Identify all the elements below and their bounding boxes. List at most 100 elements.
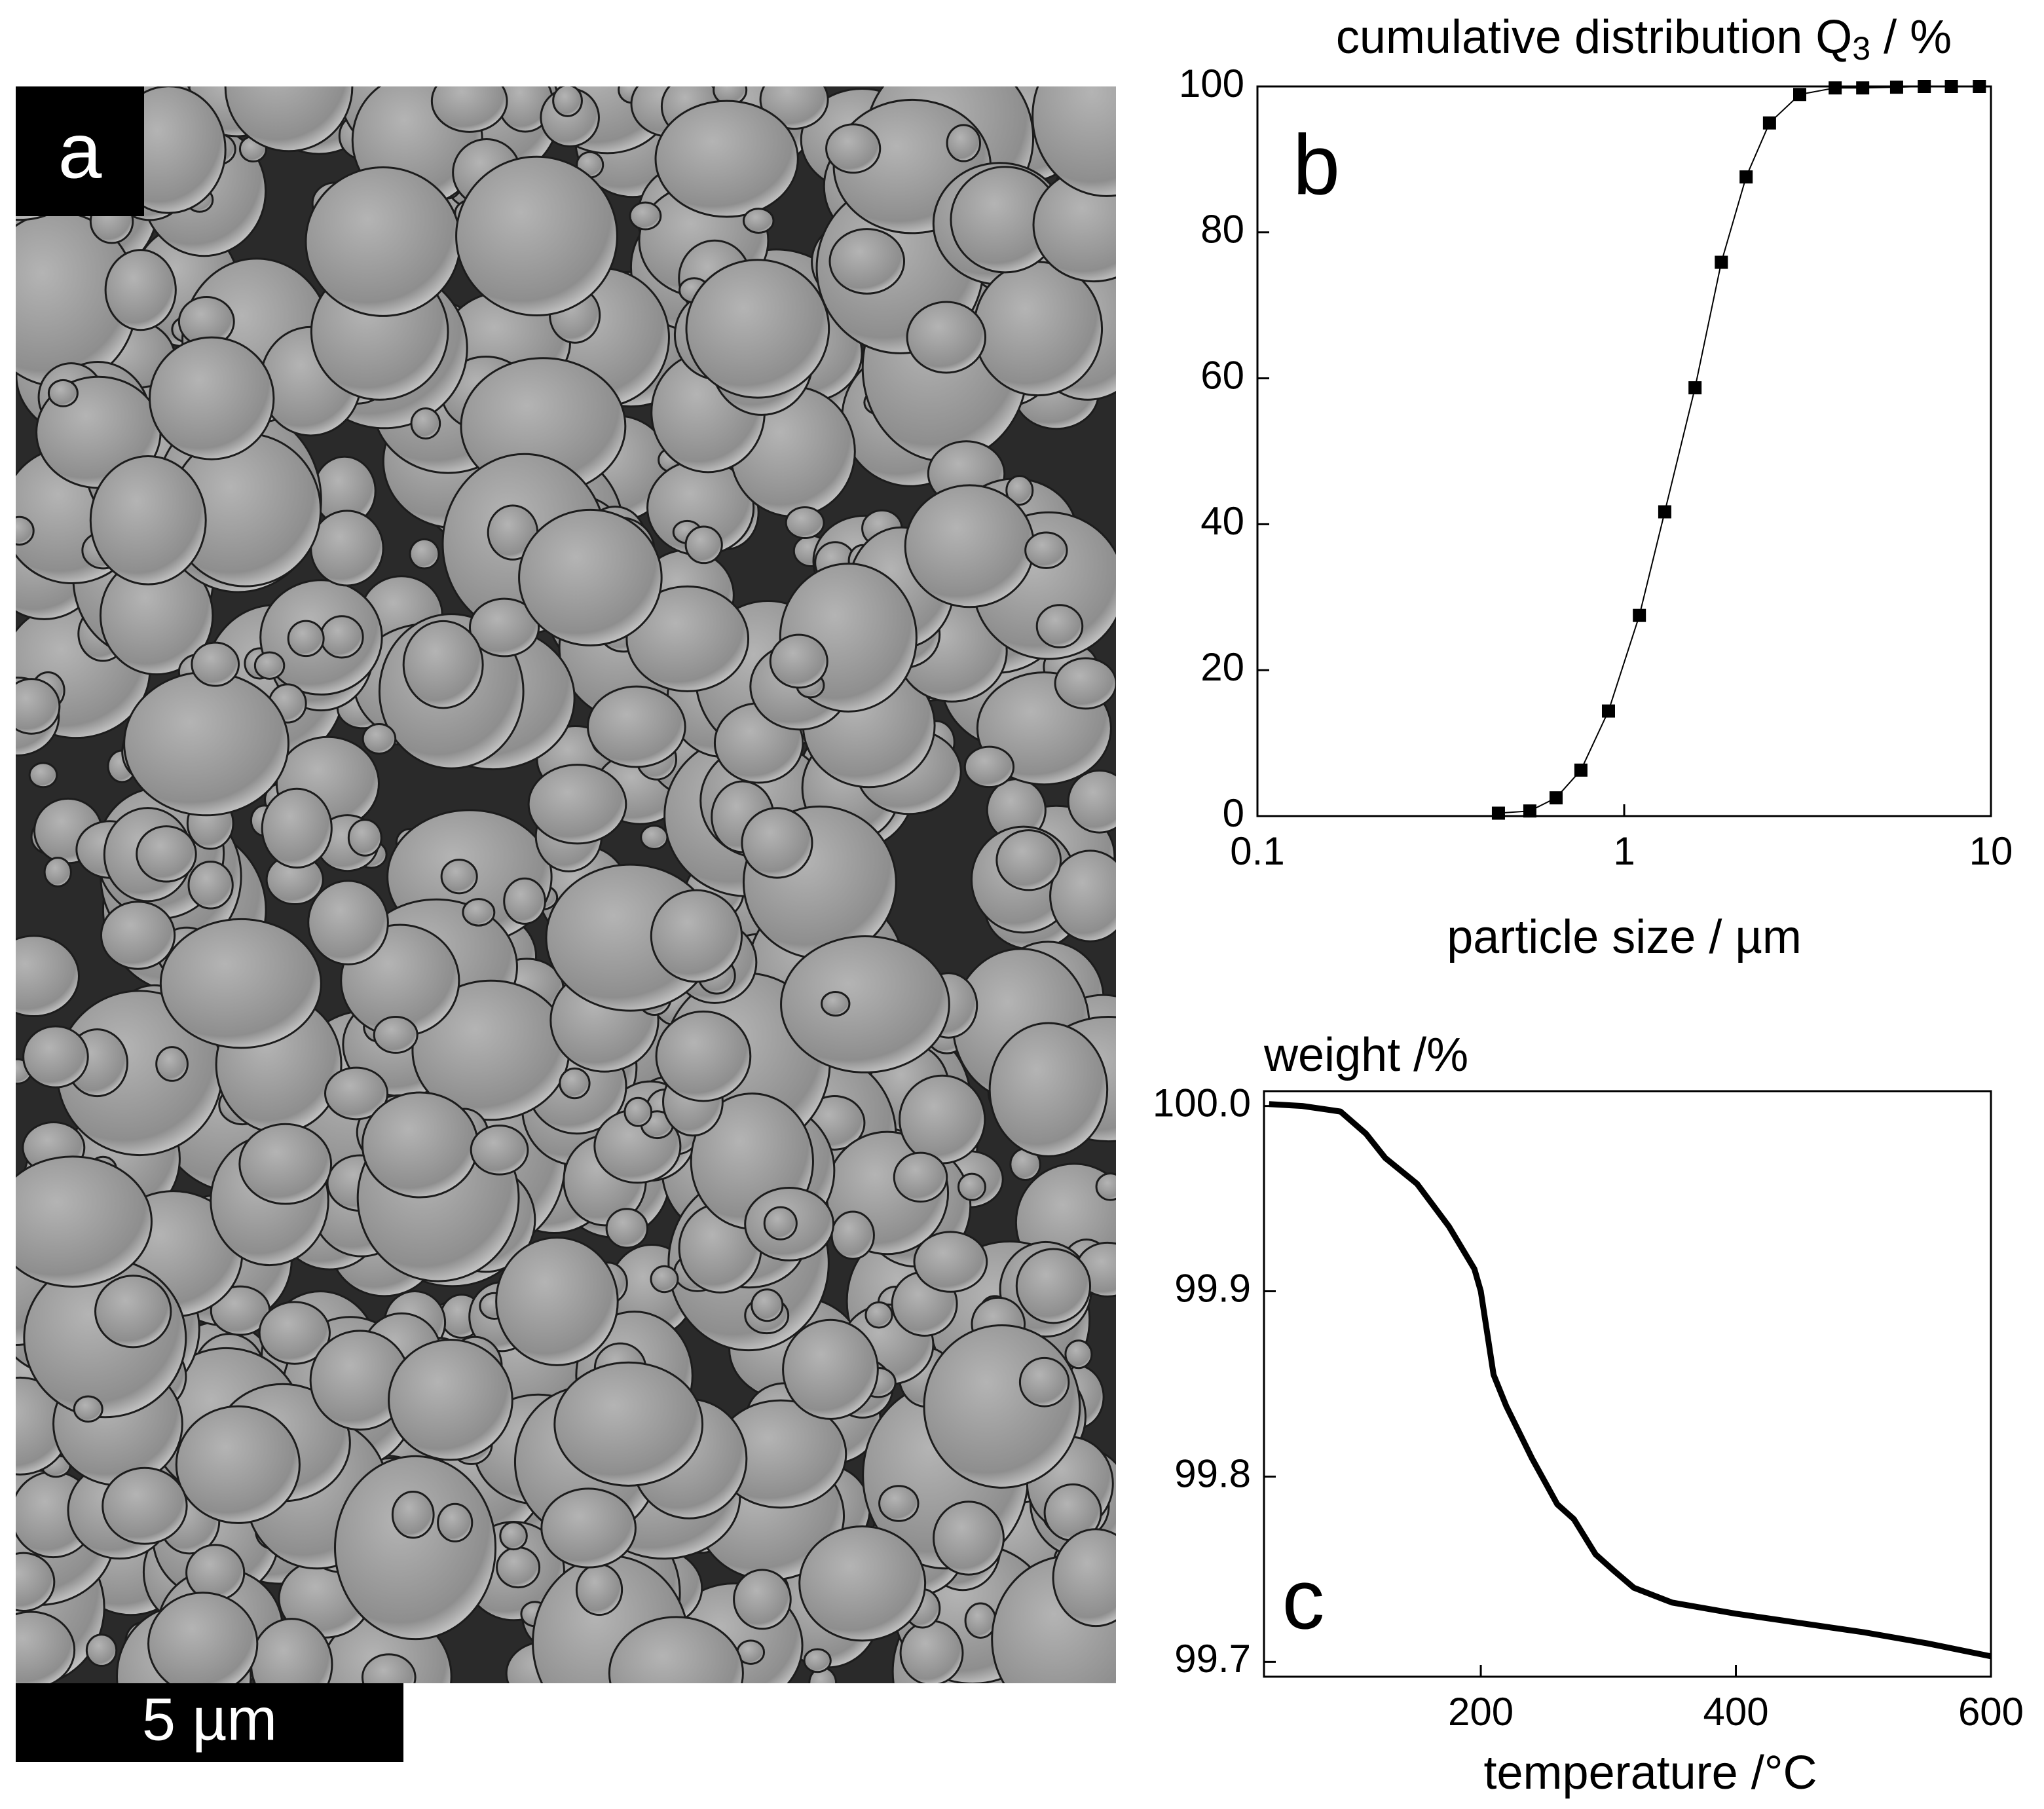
plot-frame (1263, 1090, 1992, 1678)
particle (650, 889, 743, 983)
panel-label: c (1282, 1551, 1325, 1647)
particle (16, 678, 61, 735)
particle (16, 935, 80, 1018)
particle (625, 585, 750, 692)
data-marker (1658, 505, 1671, 519)
particle (362, 722, 397, 755)
x-tick-label: 600 (1958, 1690, 2024, 1734)
x-tick-label: 400 (1703, 1690, 1768, 1734)
particle (933, 1501, 1005, 1576)
particle (899, 1620, 964, 1683)
particle (305, 166, 462, 317)
y-tick-label: 99.9 (1174, 1266, 1251, 1310)
particle (410, 407, 441, 439)
particle (1067, 770, 1116, 834)
particle (102, 1466, 188, 1545)
particle (769, 633, 828, 689)
particle (988, 1022, 1109, 1157)
y-tick-label: 100.0 (1153, 1081, 1251, 1125)
y-axis-title-text: weight /% (1263, 1029, 1468, 1081)
particle (1005, 475, 1034, 506)
y-tick-label: 0 (1223, 791, 1244, 835)
particle (640, 825, 669, 850)
particle (16, 1552, 56, 1612)
particle (334, 1455, 497, 1641)
particle (16, 515, 35, 546)
y-tick-label: 99.8 (1174, 1451, 1251, 1495)
particle (825, 123, 882, 174)
particle (1035, 604, 1084, 648)
particle (798, 1525, 927, 1642)
particle (964, 1602, 997, 1639)
particle (629, 201, 662, 231)
particle (43, 857, 72, 887)
particle (878, 1485, 920, 1522)
particle (518, 508, 663, 646)
data-marker (1574, 763, 1588, 777)
particle (782, 1318, 879, 1420)
particle (175, 1405, 301, 1524)
x-tick-label: 200 (1448, 1690, 1514, 1734)
particle (22, 1025, 89, 1089)
particle (923, 1324, 1081, 1489)
particle (373, 1016, 418, 1054)
particle (191, 641, 240, 687)
particle (402, 620, 484, 709)
particle (559, 1067, 591, 1100)
particle (685, 259, 830, 399)
particle (654, 100, 799, 218)
data-marker (1601, 704, 1615, 718)
particle (499, 1521, 528, 1551)
particle (1052, 1528, 1116, 1628)
particle (995, 829, 1062, 891)
particle (803, 1648, 832, 1673)
data-marker (1633, 608, 1646, 622)
data-marker (1549, 791, 1563, 805)
x-axis-title: particle size / µm (1447, 911, 1802, 963)
particle (503, 877, 546, 925)
data-marker (1944, 80, 1958, 93)
particle (224, 86, 354, 153)
particle (587, 685, 686, 768)
particle (159, 918, 322, 1049)
particle (605, 1208, 648, 1249)
data-marker (1829, 81, 1842, 95)
particle (527, 764, 627, 845)
particle (608, 1616, 744, 1683)
data-marker (1688, 381, 1702, 395)
particle (391, 1490, 435, 1539)
particle (409, 538, 440, 570)
particle (430, 86, 508, 133)
particle (1015, 1248, 1092, 1324)
particle (1054, 657, 1116, 710)
particle (440, 859, 478, 895)
x-tick-label: 10 (1969, 829, 2013, 873)
data-marker (1889, 81, 1903, 94)
data-marker (1739, 170, 1753, 184)
y-axis-title-text: cumulative distribution Q (1336, 11, 1852, 64)
particle (73, 1395, 103, 1423)
particle (437, 1502, 474, 1542)
x-axis-title: temperature /°C (1484, 1747, 1817, 1799)
particle (361, 1653, 417, 1683)
particle (324, 1066, 389, 1121)
particle (16, 1611, 76, 1683)
x-tick-label: 1 (1613, 829, 1635, 873)
particle (462, 898, 496, 927)
particle (946, 124, 982, 162)
y-axis-title-suffix: / % (1870, 11, 1952, 64)
y-tick-label: 99.7 (1174, 1637, 1251, 1681)
y-tick-label: 20 (1200, 645, 1244, 689)
particle (155, 1046, 189, 1082)
particle (147, 1592, 259, 1683)
particle (136, 825, 197, 883)
particle (307, 880, 389, 965)
particle (455, 155, 618, 317)
scale-bar (16, 1683, 403, 1762)
particle (1095, 1172, 1116, 1201)
particle (963, 745, 1015, 789)
particle (553, 1361, 704, 1487)
y-tick-label: 100 (1179, 62, 1244, 105)
particle (1064, 1339, 1093, 1370)
y-tick-label: 60 (1200, 353, 1244, 397)
